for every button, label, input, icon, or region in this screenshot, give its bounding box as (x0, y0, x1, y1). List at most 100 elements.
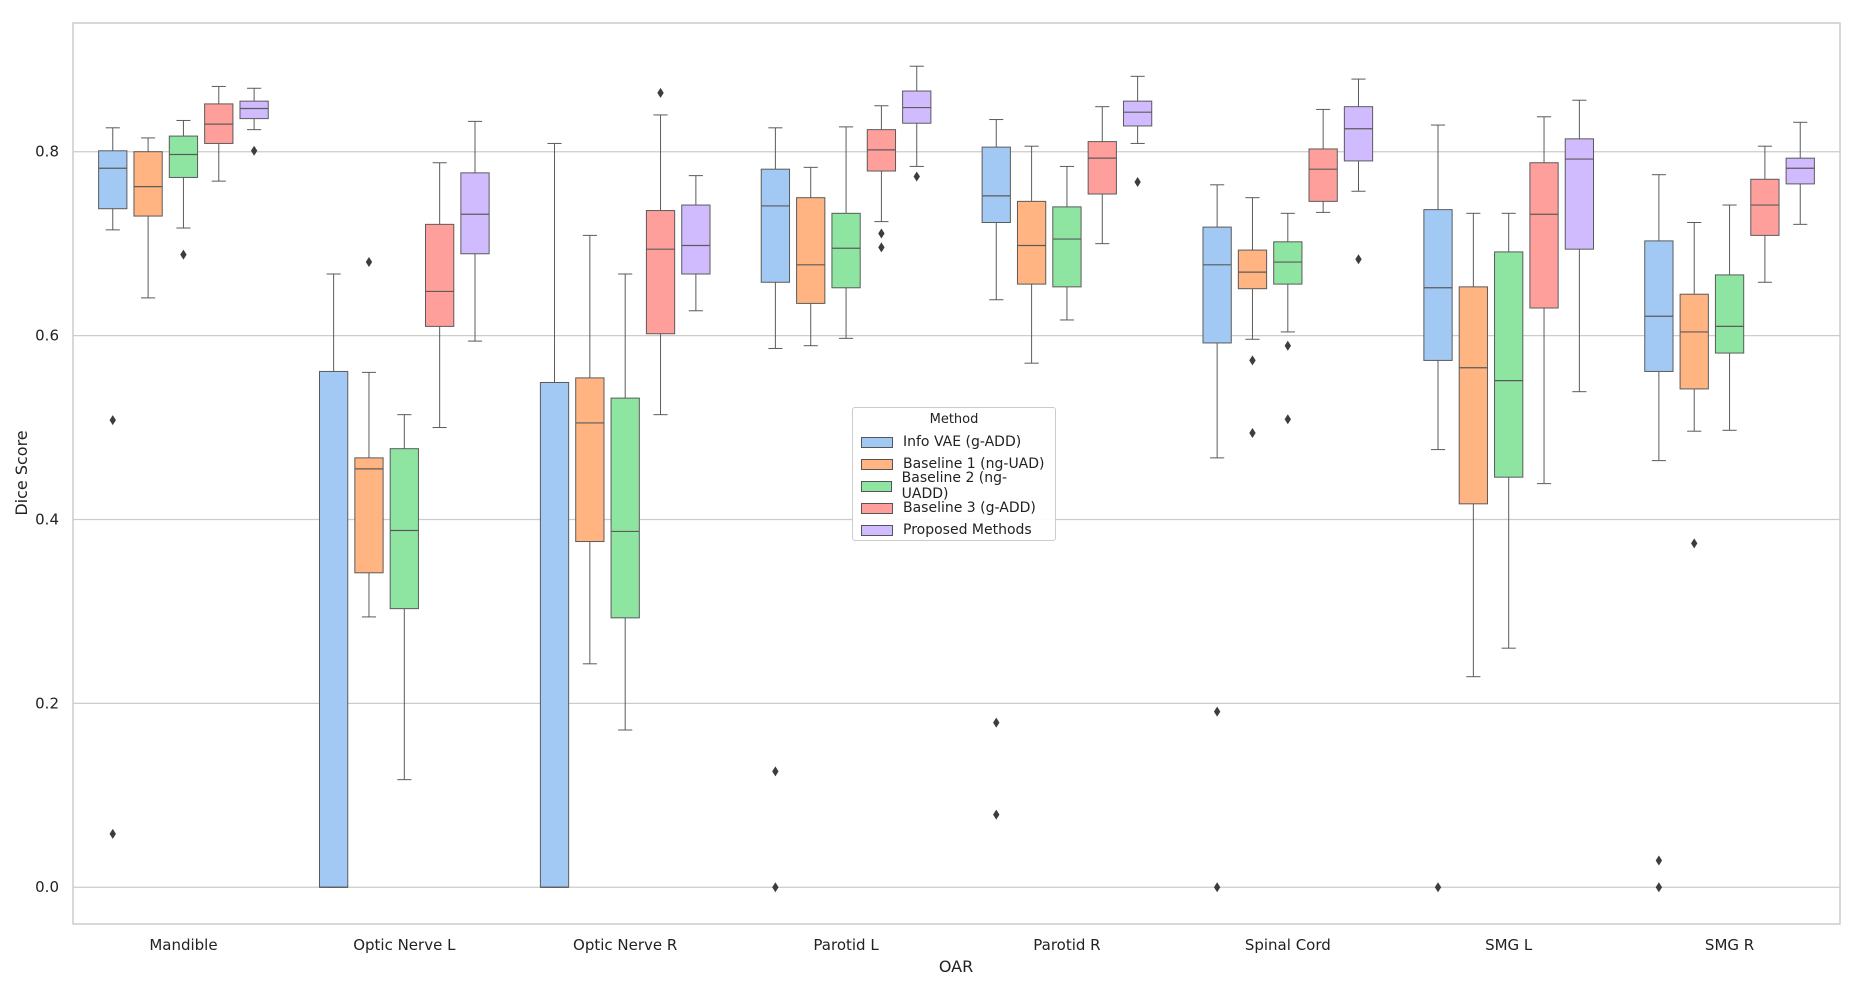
box-iqr (1308, 148, 1338, 202)
outlier-point (878, 228, 885, 239)
box (318, 273, 349, 888)
x-tick-label: SMG L (1485, 936, 1533, 954)
box (1494, 212, 1524, 649)
outlier-point (772, 766, 779, 777)
box-iqr (645, 210, 676, 335)
x-tick-label: SMG R (1705, 936, 1754, 954)
outlier-point (913, 171, 920, 182)
box-iqr (98, 150, 128, 210)
box (575, 234, 605, 665)
box (831, 126, 861, 339)
box-iqr (831, 212, 861, 289)
box (425, 162, 455, 429)
outlier-point (180, 249, 187, 260)
outlier-point (993, 717, 1000, 728)
outlier-point (657, 87, 664, 98)
x-tick-labels: Mandible Optic Nerve L Optic Nerve R Paroti… (149, 936, 1754, 954)
outlier-point (365, 257, 373, 268)
box-iqr (981, 146, 1011, 224)
box-iqr (760, 168, 791, 283)
box-iqr (610, 397, 640, 619)
y-tick-label: 0.0 (35, 878, 59, 896)
x-tick-label: Spinal Cord (1245, 936, 1331, 954)
x-tick-label: Parotid L (813, 936, 879, 954)
box (389, 414, 419, 781)
box-iqr (1529, 162, 1559, 309)
outlier-point (772, 882, 779, 893)
box (1750, 145, 1780, 283)
box-iqr (1494, 251, 1524, 478)
box (760, 127, 791, 893)
box-iqr (575, 377, 605, 543)
legend-label: Baseline 2 (ng-UADD) (901, 470, 1008, 502)
outlier-point (109, 415, 116, 426)
box-iqr (539, 381, 570, 888)
y-axis-label: Dice Score (12, 430, 31, 515)
outlier-point (1134, 177, 1141, 188)
outlier-point (1691, 538, 1698, 549)
box-iqr (1785, 157, 1815, 185)
box (133, 137, 163, 299)
box-iqr (1122, 100, 1153, 127)
box (1564, 99, 1595, 393)
box (866, 105, 897, 253)
plot-frame (72, 22, 1841, 925)
x-tick-label: Mandible (149, 936, 217, 954)
box (1423, 124, 1453, 893)
box (168, 119, 199, 260)
box (902, 65, 932, 182)
box-iqr (1237, 249, 1268, 290)
box (239, 87, 269, 156)
box (981, 119, 1011, 820)
x-tick-label: Optic Nerve L (353, 936, 456, 954)
legend-label: Baseline 3 (g-ADD) (903, 500, 1036, 516)
legend-swatch (861, 436, 893, 448)
outlier-point (878, 242, 885, 253)
box-iqr (168, 135, 199, 178)
x-tick-label: Parotid R (1033, 936, 1100, 954)
y-tick-label: 0.8 (35, 143, 59, 161)
box-iqr (681, 204, 711, 275)
box (1343, 78, 1374, 265)
outlier-point (1284, 414, 1292, 425)
legend-item: Baseline 3 (g-ADD) (861, 497, 1047, 519)
box-iqr (1750, 178, 1780, 236)
box-groups (98, 65, 1815, 893)
box (354, 257, 384, 618)
outlier-point (109, 828, 116, 839)
outlier-point (1249, 355, 1256, 366)
box-iqr (1016, 200, 1047, 285)
outlier-point (1213, 882, 1221, 893)
y-tick-label: 0.2 (35, 694, 59, 712)
y-tick-label: 0.6 (35, 327, 59, 345)
box (1273, 212, 1303, 425)
legend-item: Info VAE (g-ADD) (861, 431, 1047, 453)
box (645, 87, 676, 416)
box (681, 175, 711, 312)
box (1087, 106, 1117, 245)
outlier-point (1213, 706, 1221, 717)
box-iqr (1714, 274, 1745, 354)
outlier-point (250, 145, 258, 156)
outlier-point (1284, 340, 1292, 351)
box-iqr (239, 100, 269, 120)
box-iqr (425, 223, 455, 327)
legend-label: Baseline 1 (ng-UAD) (903, 456, 1045, 472)
box (1458, 212, 1488, 678)
box-iqr (389, 448, 419, 610)
box-iqr (1052, 206, 1082, 288)
legend-swatch (861, 502, 893, 514)
box-iqr (1423, 209, 1453, 361)
box (98, 127, 128, 839)
x-tick-label: Optic Nerve R (573, 936, 677, 954)
box-iqr (1273, 241, 1303, 285)
legend-item: Baseline 1 (ng-UAD) (861, 453, 1047, 475)
box-iqr (796, 197, 826, 304)
box-iqr (133, 151, 163, 217)
box (1785, 121, 1815, 225)
box-iqr (354, 457, 384, 574)
legend-swatch (861, 524, 893, 536)
outlier-point (993, 809, 1000, 820)
outlier-point (1655, 882, 1663, 893)
legend-label: Info VAE (g-ADD) (903, 434, 1022, 450)
